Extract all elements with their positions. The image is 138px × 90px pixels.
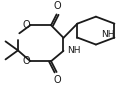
Text: O: O: [22, 56, 30, 66]
Text: O: O: [53, 1, 61, 11]
Text: NH: NH: [68, 46, 81, 55]
Text: NH: NH: [101, 30, 115, 39]
Text: O: O: [22, 20, 30, 30]
Text: O: O: [53, 75, 61, 85]
